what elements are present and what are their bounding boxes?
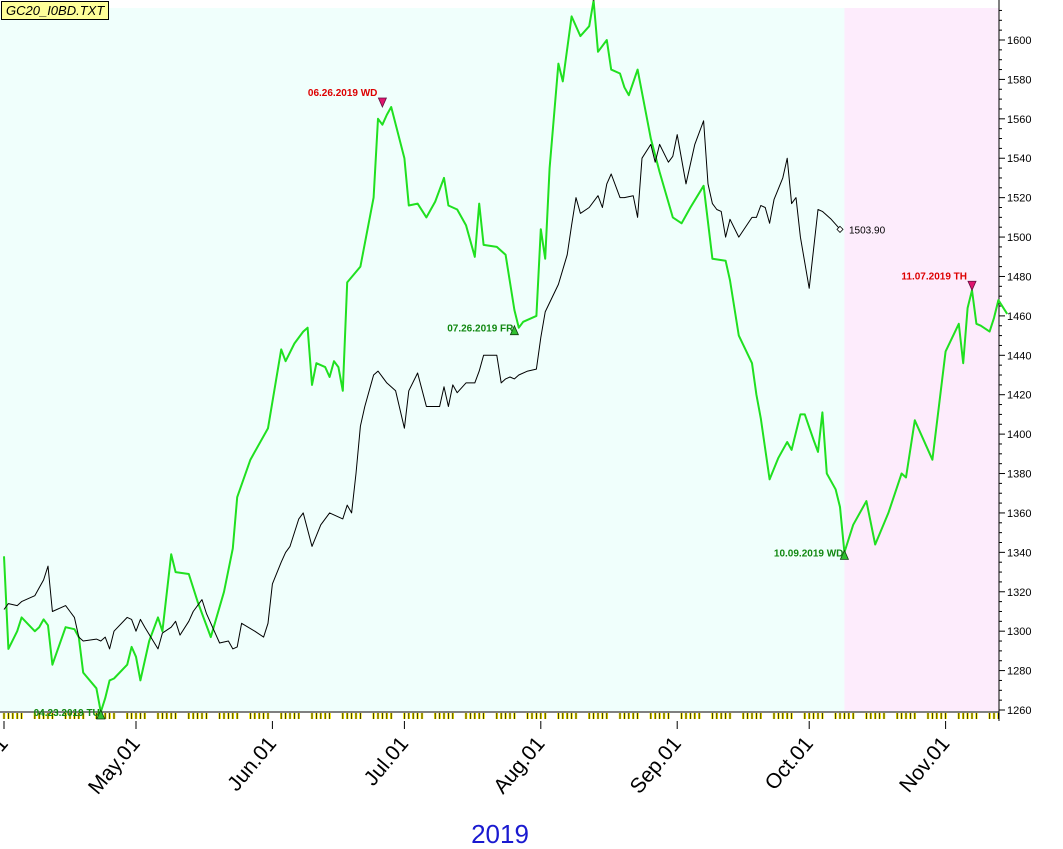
x-tick-label: Apr.01 (0, 732, 13, 793)
x-tick-label: Jul.01 (360, 732, 414, 790)
y-tick-label: 1360 (1007, 508, 1031, 520)
y-tick-label: 1260 (1007, 705, 1031, 717)
swing-high-marker (967, 280, 977, 292)
x-tick-label: Aug.01 (489, 732, 549, 798)
series-group: 1503.90 (3, 0, 1009, 713)
price-axis: 1260 1280 1300 1320 1340 1360 1380 1400 1420 1440… (999, 9, 1031, 717)
y-tick-label: 1420 (1007, 390, 1031, 402)
price-line (3, 120, 841, 650)
ticker-label: GC20_I0BD.TXT (1, 1, 110, 20)
swing-low-label: 07.26.2019 FR (447, 324, 514, 335)
y-tick-label: 1320 (1007, 587, 1031, 599)
y-tick-label: 1520 (1007, 193, 1031, 205)
y-tick-label: 1580 (1007, 74, 1031, 86)
year-label: 2019 (471, 819, 529, 849)
y-tick-label: 1600 (1007, 35, 1031, 47)
last-value-label: 1503.90 (849, 225, 886, 236)
last-value-marker (836, 225, 844, 233)
x-tick-label: Nov.01 (895, 732, 954, 797)
swing-high-label: 06.26.2019 WD (308, 88, 378, 99)
y-tick-label: 1460 (1007, 311, 1031, 323)
swing-low-marker (96, 708, 106, 720)
y-tick-label: 1300 (1007, 626, 1031, 638)
y-tick-label: 1400 (1007, 429, 1031, 441)
date-axis: Apr.01 May.01 Jun.01 Jul.01 Aug.01 Sep.01 Oct.… (0, 721, 954, 799)
swing-high-marker (592, 0, 595, 2)
y-tick-label: 1380 (1007, 469, 1031, 481)
y-tick-label: 1280 (1007, 666, 1031, 678)
y-tick-label: 1560 (1007, 114, 1031, 126)
y-tick-label: 1540 (1007, 153, 1031, 165)
swing-high-label: 11.07.2019 TH (901, 271, 967, 282)
x-tick-label: Oct.01 (761, 732, 818, 794)
x-tick-label: Jun.01 (223, 732, 281, 795)
forecast-region (844, 8, 999, 711)
swing-low-marker (509, 324, 520, 336)
swing-high-marker (377, 97, 388, 108)
swing-low-marker (839, 549, 850, 560)
x-tick-label: Sep.01 (626, 732, 686, 798)
y-tick-label: 1440 (1007, 350, 1031, 362)
y-tick-label: 1500 (1007, 232, 1031, 244)
swing-low-label: 10.09.2019 WD (774, 548, 844, 559)
swing-low-label: 04.23.2019 TU (34, 708, 100, 719)
daily-tick-strip (0, 711, 1000, 719)
y-tick-label: 1480 (1007, 271, 1031, 283)
x-tick-label: May.01 (84, 732, 145, 798)
y-tick-label: 1340 (1007, 547, 1031, 559)
